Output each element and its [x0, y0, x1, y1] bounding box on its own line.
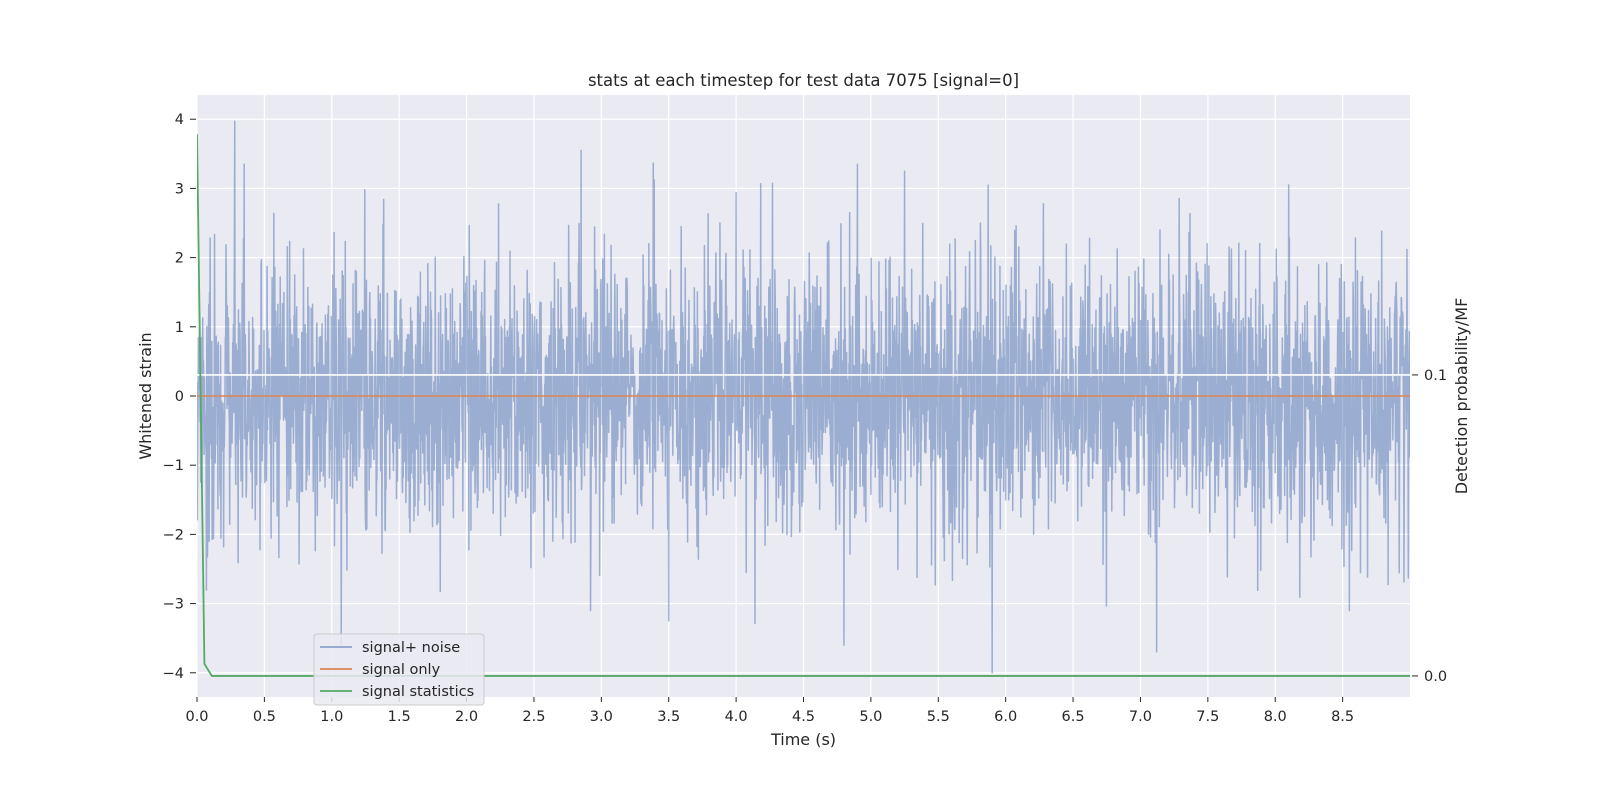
- x-tick-label: 1.5: [388, 709, 411, 725]
- y-tick-label: −4: [163, 666, 184, 682]
- x-tick-label: 4.0: [725, 709, 748, 725]
- y-right-tick-label: 0.1: [1424, 368, 1447, 384]
- x-tick-label: 2.5: [522, 709, 545, 725]
- x-tick-label: 8.5: [1331, 709, 1354, 725]
- y-tick-label: −1: [163, 458, 184, 474]
- series-signal-noise-line: [197, 120, 1410, 674]
- legend-label: signal statistics: [362, 684, 474, 700]
- y-right-tick-label: 0.0: [1424, 669, 1447, 685]
- chart-title: stats at each timestep for test data 707…: [588, 71, 1019, 90]
- x-tick-label: 6.0: [994, 709, 1017, 725]
- y-tick-label: −2: [163, 527, 184, 543]
- y-tick-label: 3: [175, 181, 184, 197]
- x-axis-label: Time (s): [770, 730, 836, 749]
- x-tick-label: 3.5: [657, 709, 680, 725]
- x-tick-label: 6.5: [1062, 709, 1085, 725]
- x-tick-label: 3.0: [590, 709, 613, 725]
- y-tick-label: 0: [175, 389, 184, 405]
- x-tick-label: 7.5: [1196, 709, 1219, 725]
- x-tick-label: 8.0: [1264, 709, 1287, 725]
- x-tick-label: 5.5: [927, 709, 950, 725]
- legend-label: signal+ noise: [362, 640, 460, 656]
- y-tick-label: 1: [175, 320, 184, 336]
- series-layer: [197, 120, 1410, 677]
- legend-box: [313, 633, 485, 706]
- series-signal-statistics-line: [197, 134, 1410, 677]
- x-tick-label: 2.0: [455, 709, 478, 725]
- axes: 0.0 0.5 1.0 1.5 2.0 2.5 3.0 3.5 4.0 4.5 5.0 5.5 6.0 6…: [163, 112, 1447, 725]
- y-tick-label: −3: [163, 597, 184, 613]
- x-tick-label: 7.0: [1129, 709, 1152, 725]
- x-tick-label: 4.5: [792, 709, 815, 725]
- x-tick-label: 1.0: [320, 709, 343, 725]
- x-tick-label: 0.0: [185, 709, 208, 725]
- y-axis-label: Whitened strain: [136, 332, 155, 459]
- legend: signal+ noise signal only signal statistic…: [313, 633, 485, 706]
- legend-label: signal only: [362, 662, 441, 678]
- x-tick-label: 0.5: [253, 709, 276, 725]
- y-axis-right-label: Detection probability/MF: [1452, 298, 1471, 495]
- x-tick-label: 5.0: [859, 709, 882, 725]
- y-tick-label: 2: [175, 251, 184, 267]
- y-tick-label: 4: [175, 112, 184, 128]
